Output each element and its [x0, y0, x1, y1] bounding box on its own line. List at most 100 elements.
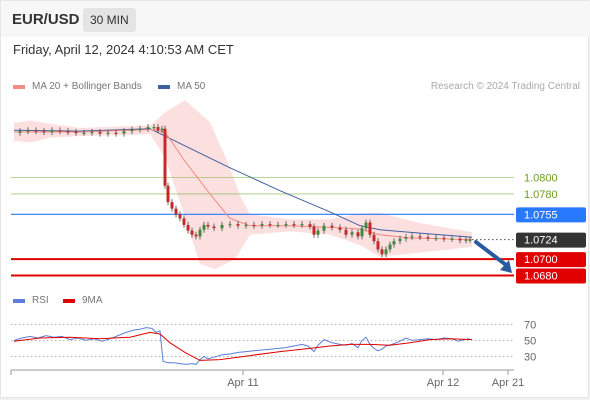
candle-body [152, 127, 156, 129]
x-tick-label-0: Apr 11 [227, 377, 259, 389]
candle-body [156, 127, 160, 131]
candle-body [42, 131, 46, 133]
candle-body [284, 224, 288, 226]
ma50-line [13, 128, 473, 238]
candle-body [450, 238, 454, 240]
candle-body [146, 127, 150, 129]
candle-body [236, 224, 240, 226]
candle-body [372, 234, 376, 242]
candle-body [66, 131, 70, 133]
candle-body [316, 230, 320, 235]
legend-swatch-9ma [63, 298, 75, 303]
candle-body [212, 226, 216, 229]
candle-body [268, 224, 272, 226]
forecast-arrowhead [500, 259, 512, 273]
candle-body [194, 234, 198, 237]
candle-body [26, 130, 30, 132]
candle-body [434, 237, 438, 240]
candle-body [426, 237, 430, 239]
candle-body [220, 224, 224, 229]
candle-body [398, 238, 402, 242]
candle-body [260, 224, 264, 226]
timeframe-button[interactable]: 30 MIN [83, 8, 136, 32]
candle-body [368, 222, 372, 235]
level-tag-2 [516, 207, 586, 223]
candle-body [376, 241, 380, 250]
candle-body [464, 239, 468, 241]
rsi-series-9ma [13, 331, 473, 361]
level-label-3: 1.0700 [524, 254, 558, 266]
level-label-0: 1.0800 [524, 173, 558, 185]
candle-body [418, 236, 422, 238]
level-label-2: 1.0755 [524, 209, 558, 221]
candle-body [338, 227, 342, 230]
candle-body [122, 131, 126, 134]
candle-body [170, 202, 174, 209]
rsi-tick-30: 30 [524, 351, 536, 363]
chart-header: EUR/USD 30 MIN [1, 1, 590, 37]
legend-swatch-ma20 [13, 84, 25, 89]
candle-body [138, 128, 142, 130]
candle-body [388, 244, 392, 250]
candle-body [163, 128, 167, 186]
candle-body [404, 237, 408, 239]
candle-body [356, 232, 360, 237]
candle-body [442, 237, 446, 240]
rsi-tick-70: 70 [524, 319, 536, 331]
legend-9ma: 9MA [63, 295, 103, 306]
candle-body [330, 225, 334, 228]
candle-body [252, 224, 256, 227]
candle-body [308, 224, 312, 227]
candle-body [50, 130, 54, 132]
candle-body [198, 229, 202, 237]
bollinger-band [14, 100, 472, 269]
level-label-4: 1.0680 [524, 270, 558, 282]
legend-label-ma50: MA 50 [177, 81, 206, 92]
candle-body [90, 131, 94, 134]
level-tag-4 [516, 268, 586, 284]
candle-body [322, 225, 326, 231]
x-tick-label-2: Apr 21 [492, 377, 524, 389]
candle-body [58, 130, 62, 132]
candle-body [292, 224, 296, 226]
last-price-tag [516, 232, 586, 248]
legend-ma20: MA 20 + Bollinger Bands [13, 81, 142, 92]
credit-text: Research © 2024 Trading Central [430, 81, 580, 92]
candle-body [468, 239, 472, 241]
chart-datetime: Friday, April 12, 2024 4:10:53 AM CET [13, 42, 234, 57]
candle-body [410, 236, 414, 238]
candle-body [300, 224, 304, 226]
candle-body [106, 132, 110, 134]
candle-body [174, 208, 178, 215]
level-tag-3 [516, 252, 586, 268]
rsi-series-rsi [13, 327, 471, 365]
forecast-arrow-shaft [474, 240, 508, 267]
legend-label-9ma: 9MA [82, 295, 103, 306]
candle-body [344, 229, 348, 235]
candle-body [202, 224, 206, 230]
candle-body [458, 238, 462, 241]
candle-body [166, 185, 170, 203]
x-tick-label-1: Apr 12 [427, 377, 459, 389]
legend-label-ma20: MA 20 + Bollinger Bands [32, 81, 142, 92]
candle-body [392, 241, 396, 245]
candle-body [276, 224, 280, 227]
candle-body [114, 132, 118, 134]
candle-body [206, 224, 210, 227]
rsi-tick-50: 50 [524, 335, 536, 347]
candle-body [82, 132, 86, 134]
candle-body [380, 249, 384, 255]
legend-ma50: MA 50 [158, 81, 205, 92]
candle-body [244, 224, 248, 227]
candle-body [190, 230, 194, 235]
candle-body [384, 249, 388, 255]
candle-body [18, 131, 22, 133]
candle-body [312, 226, 316, 235]
level-label-1: 1.0780 [524, 189, 558, 201]
candle-body [160, 128, 164, 131]
legend-swatch-ma50 [158, 84, 170, 89]
candle-body [228, 224, 232, 226]
candle-body [34, 130, 38, 132]
